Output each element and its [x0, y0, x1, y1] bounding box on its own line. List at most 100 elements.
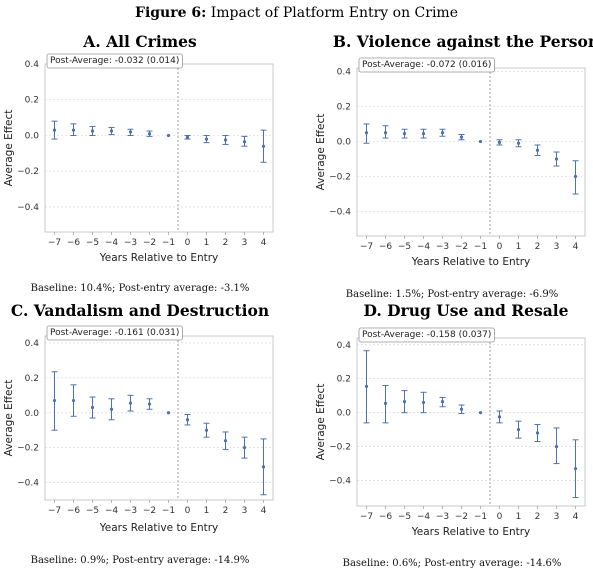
- data-point: [516, 141, 521, 145]
- figure-title: Figure 6: Impact of Platform Entry on Cr…: [0, 5, 593, 21]
- x-tick-label: 1: [204, 506, 210, 516]
- data-point: [185, 135, 190, 139]
- panel-a: A. All Crimes 0.4 0.2 0.0 −0.2 −0.4 −7 −6 −5 −4 −3…: [3, 32, 274, 294]
- data-point: [204, 428, 209, 432]
- data-point: [573, 467, 578, 471]
- post-average-box: [358, 57, 495, 73]
- y-tick-label: −0.2: [17, 444, 39, 454]
- x-tick-label: −2: [455, 512, 468, 522]
- y-tick-label: −0.2: [329, 173, 351, 183]
- data-point: [128, 401, 133, 405]
- data-point: [497, 415, 502, 419]
- x-tick-label: 0: [497, 512, 503, 522]
- data-point: [478, 139, 483, 144]
- x-tick-label: −4: [417, 242, 431, 252]
- y-axis-label: Average Effect: [315, 384, 327, 461]
- panel-d: D. Drug Use and Resale 0.4 0.2 0.0 −0.2 −0.4 −…: [315, 301, 586, 568]
- data-point: [383, 131, 388, 135]
- figure-title-text: Impact of Platform Entry on Crime: [206, 5, 458, 21]
- x-tick-label: −2: [143, 506, 156, 516]
- data-point: [440, 131, 445, 135]
- panel-title: A. All Crimes: [82, 32, 197, 51]
- plot-frame: [44, 335, 274, 501]
- data-point: [516, 428, 521, 432]
- data-point: [535, 148, 540, 152]
- y-tick-label: −0.4: [17, 203, 39, 213]
- x-axis-label: Years Relative to Entry: [411, 526, 531, 538]
- figure-title-label: Figure 6:: [135, 5, 207, 21]
- y-tick-label: 0.2: [337, 103, 351, 113]
- y-tick-label: 0.2: [337, 375, 351, 385]
- data-point: [109, 407, 114, 411]
- x-tick-label: 0: [497, 242, 503, 252]
- x-axis-label: Years Relative to Entry: [99, 522, 219, 534]
- data-point: [242, 140, 247, 144]
- x-tick-label: 4: [261, 238, 267, 248]
- x-tick-label: 4: [261, 506, 267, 516]
- x-tick-label: −6: [379, 512, 393, 522]
- x-tick-label: 4: [573, 242, 579, 252]
- x-tick-label: −5: [86, 506, 99, 516]
- data-point: [421, 132, 426, 136]
- data-point: [52, 128, 57, 132]
- y-tick-label: −0.4: [329, 208, 351, 218]
- plot-frame: [356, 67, 586, 237]
- x-tick-label: −2: [455, 242, 468, 252]
- baseline-note: Baseline: 0.9%; Post-entry average: -14.…: [31, 555, 250, 566]
- data-point: [554, 445, 559, 449]
- y-tick-label: 0.4: [337, 341, 352, 351]
- data-point: [166, 133, 171, 138]
- y-tick-label: −0.4: [17, 479, 39, 489]
- x-tick-label: −5: [86, 238, 99, 248]
- data-point: [204, 137, 209, 141]
- data-point: [364, 131, 369, 135]
- y-tick-label: 0.0: [337, 409, 352, 419]
- data-point: [535, 431, 540, 435]
- data-point: [261, 465, 266, 469]
- x-tick-label: 4: [573, 512, 579, 522]
- x-tick-label: 3: [554, 242, 560, 252]
- x-tick-label: −7: [48, 238, 61, 248]
- panel-title: D. Drug Use and Resale: [363, 301, 568, 320]
- y-axis-label: Average Effect: [315, 114, 327, 191]
- data-point: [52, 398, 57, 403]
- x-tick-label: −1: [474, 242, 487, 252]
- data-point: [478, 411, 483, 415]
- post-average-label: Post-Average: -0.161 (0.031): [50, 328, 179, 338]
- data-point: [497, 140, 502, 144]
- x-tick-label: −5: [398, 512, 411, 522]
- data-point: [166, 411, 171, 415]
- data-point: [147, 132, 152, 136]
- x-tick-label: −4: [105, 506, 119, 516]
- data-point: [71, 128, 76, 132]
- data-point: [90, 129, 95, 133]
- x-tick-label: −4: [417, 512, 431, 522]
- x-tick-label: −1: [474, 512, 487, 522]
- data-point: [223, 439, 228, 443]
- post-average-box: [46, 325, 183, 341]
- data-point: [90, 405, 95, 410]
- x-axis-label: Years Relative to Entry: [411, 256, 531, 268]
- panel-b: B. Violence against the Person 0.4 0.2 0.0 −…: [315, 32, 593, 300]
- data-point: [242, 446, 247, 450]
- x-tick-label: 2: [223, 506, 229, 516]
- data-point: [71, 398, 76, 403]
- data-point: [459, 407, 464, 411]
- y-tick-label: −0.2: [17, 167, 39, 177]
- x-tick-label: −6: [379, 242, 393, 252]
- data-point: [402, 132, 407, 136]
- x-tick-label: 1: [516, 512, 522, 522]
- data-point: [383, 401, 388, 405]
- x-tick-label: −7: [360, 512, 373, 522]
- x-axis-label: Years Relative to Entry: [99, 252, 219, 264]
- x-tick-label: −6: [67, 506, 81, 516]
- y-tick-label: 0.4: [337, 68, 352, 78]
- x-tick-label: −3: [436, 512, 449, 522]
- data-point: [223, 138, 228, 142]
- x-tick-label: −3: [124, 506, 137, 516]
- x-tick-label: 1: [516, 242, 522, 252]
- baseline-note: Baseline: 10.4%; Post-entry average: -3.…: [31, 283, 250, 294]
- x-tick-label: 2: [535, 512, 541, 522]
- x-tick-label: −7: [360, 242, 373, 252]
